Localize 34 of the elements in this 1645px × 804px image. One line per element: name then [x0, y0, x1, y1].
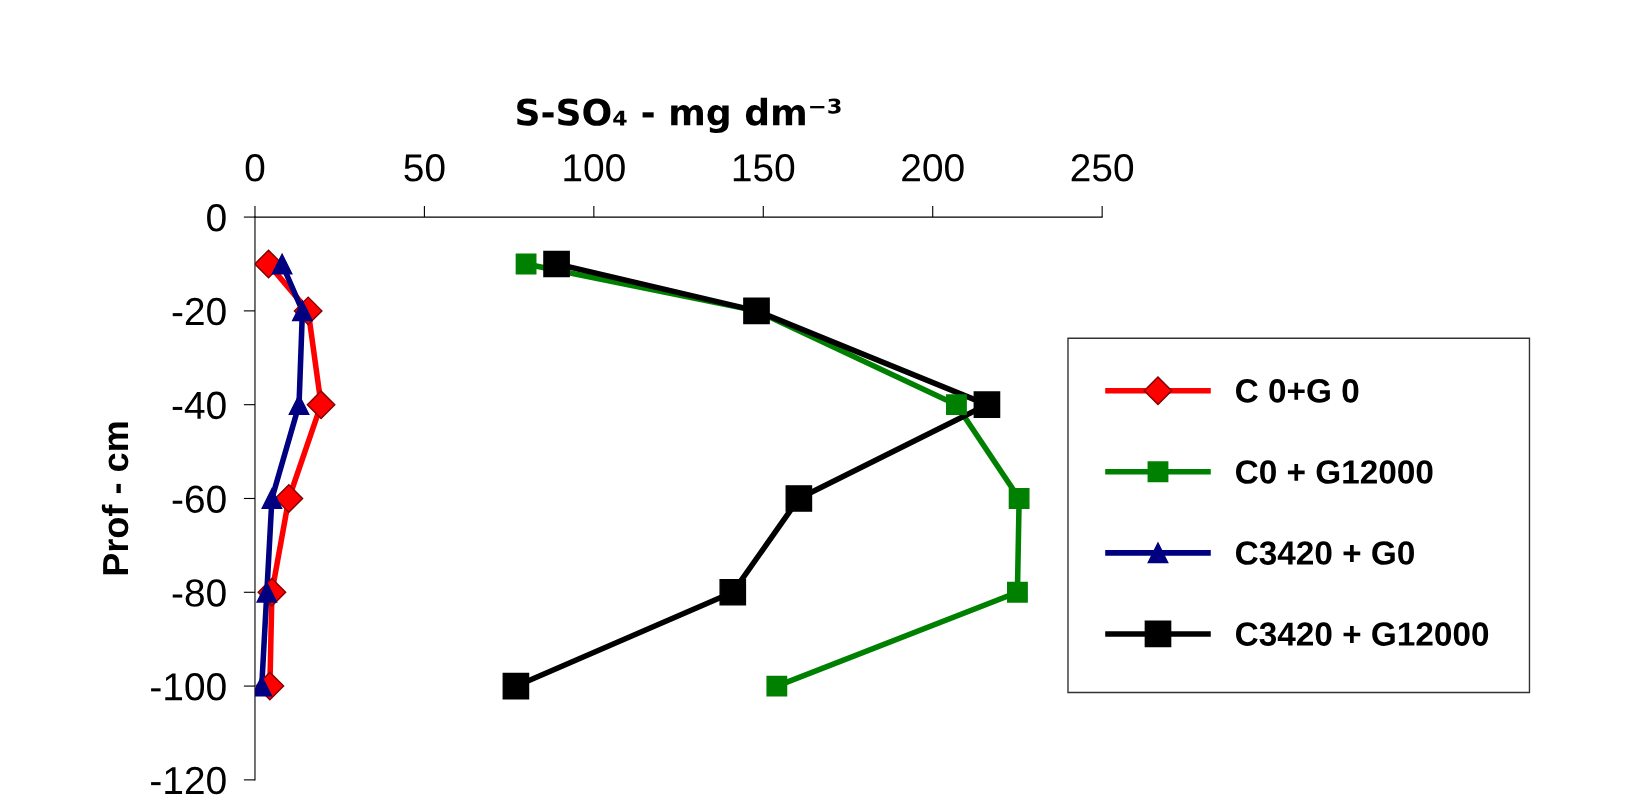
y-tick-label: -20: [172, 297, 226, 326]
x-tick-label: 150: [733, 154, 795, 182]
legend-label: C3420 + G0: [1236, 541, 1414, 565]
point: [288, 394, 310, 416]
x-tick-label: 200: [902, 154, 964, 182]
x-axis-title: S-SO₄ - mg dm⁻³: [517, 97, 841, 134]
point: [261, 488, 283, 509]
point: [274, 484, 304, 513]
y-tick-label: -120: [151, 766, 226, 795]
x-tick-label: 250: [1071, 154, 1134, 182]
legend-label: C3420 + G12000: [1236, 622, 1489, 646]
point: [543, 250, 570, 278]
legend-label: C 0+G 0: [1236, 379, 1359, 403]
point: [766, 675, 788, 697]
point: [973, 391, 1001, 419]
y-tick-label: -100: [151, 673, 226, 701]
legend-label: C0 + G12000: [1236, 460, 1433, 484]
point: [719, 578, 747, 606]
x-tick-label: 100: [564, 154, 625, 182]
x-tick-label: 50: [404, 154, 445, 182]
y-tick-label: -80: [172, 579, 226, 607]
point: [502, 672, 530, 700]
y-tick-label: 0: [207, 204, 226, 232]
y-axis-title: Prof - cm: [101, 422, 129, 575]
y-tick-label: -60: [172, 485, 226, 513]
point: [515, 253, 537, 275]
point: [1007, 581, 1028, 603]
point: [1008, 488, 1030, 509]
point: [271, 253, 293, 275]
y-tick-label: -40: [172, 391, 226, 420]
point: [946, 394, 967, 416]
x-tick-label: 0: [245, 154, 265, 182]
point: [785, 485, 813, 512]
point: [306, 390, 336, 420]
